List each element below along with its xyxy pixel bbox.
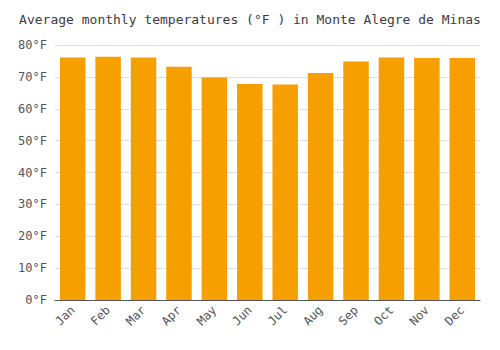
svg-text:Dec: Dec <box>442 303 467 328</box>
svg-text:Jun: Jun <box>230 303 255 328</box>
svg-text:Nov: Nov <box>407 303 432 328</box>
svg-text:Sep: Sep <box>336 303 361 328</box>
svg-text:Mar: Mar <box>123 303 148 328</box>
svg-text:0°F: 0°F <box>25 293 47 307</box>
svg-text:Average monthly temperatures (: Average monthly temperatures (°F ) in Mo… <box>19 12 481 27</box>
svg-text:10°F: 10°F <box>18 261 47 275</box>
svg-text:80°F: 80°F <box>18 38 47 52</box>
svg-text:Apr: Apr <box>159 303 184 328</box>
svg-text:Oct: Oct <box>371 303 396 328</box>
svg-text:40°F: 40°F <box>18 166 47 180</box>
svg-text:Jul: Jul <box>265 303 290 328</box>
svg-text:60°F: 60°F <box>18 102 47 116</box>
svg-text:Jan: Jan <box>52 303 77 328</box>
svg-text:50°F: 50°F <box>18 134 47 148</box>
svg-text:Feb: Feb <box>88 303 113 328</box>
svg-text:20°F: 20°F <box>18 229 47 243</box>
svg-text:70°F: 70°F <box>18 70 47 84</box>
svg-text:30°F: 30°F <box>18 197 47 211</box>
svg-text:May: May <box>194 303 219 328</box>
svg-text:Aug: Aug <box>300 303 325 328</box>
